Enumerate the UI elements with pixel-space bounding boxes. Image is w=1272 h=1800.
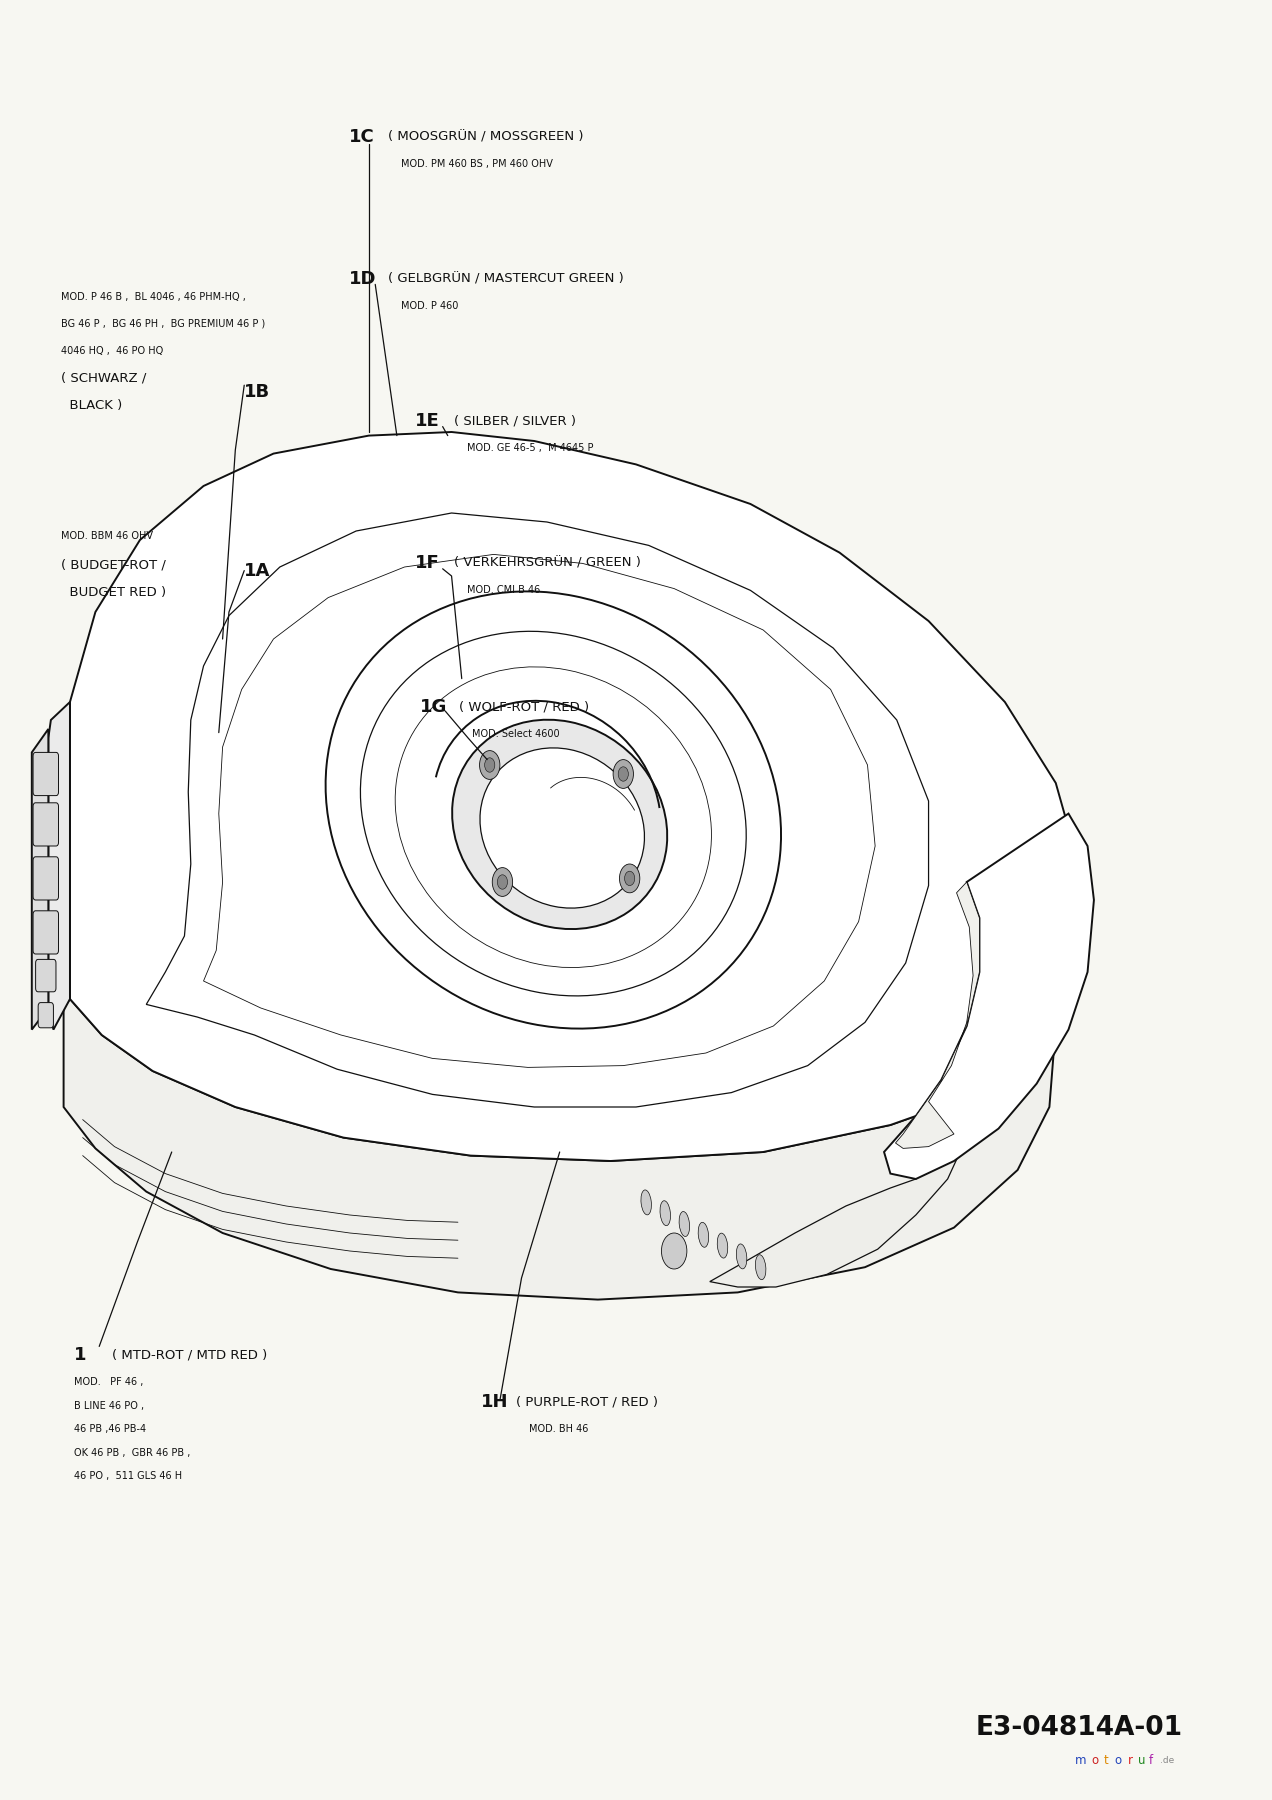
Text: E3-04814A-01: E3-04814A-01 [976,1715,1183,1741]
Text: OK 46 PB ,  GBR 46 PB ,: OK 46 PB , GBR 46 PB , [74,1447,190,1458]
Ellipse shape [736,1244,747,1269]
Ellipse shape [396,666,711,968]
Text: r: r [1128,1753,1133,1768]
FancyBboxPatch shape [33,857,59,900]
Text: ( MTD-ROT / MTD RED ): ( MTD-ROT / MTD RED ) [112,1348,267,1363]
Circle shape [618,767,628,781]
Text: 1: 1 [74,1346,86,1364]
Circle shape [497,875,508,889]
Circle shape [619,864,640,893]
Circle shape [485,758,495,772]
Circle shape [661,1233,687,1269]
Ellipse shape [360,632,747,995]
Text: ( PURPLE-ROT / RED ): ( PURPLE-ROT / RED ) [516,1395,659,1409]
Polygon shape [32,729,48,1030]
FancyBboxPatch shape [38,1003,53,1028]
Polygon shape [70,432,1081,1161]
Text: 1E: 1E [415,412,439,430]
FancyBboxPatch shape [33,803,59,846]
Text: 1H: 1H [481,1393,509,1411]
Text: 1C: 1C [349,128,374,146]
Text: 1B: 1B [244,383,271,401]
Text: BUDGET RED ): BUDGET RED ) [61,585,167,599]
Circle shape [492,868,513,896]
Text: u: u [1138,1753,1146,1768]
Text: BG 46 P ,  BG 46 PH ,  BG PREMIUM 46 P ): BG 46 P , BG 46 PH , BG PREMIUM 46 P ) [61,319,266,329]
Circle shape [625,871,635,886]
Text: MOD. CMI B 46: MOD. CMI B 46 [467,585,541,596]
Polygon shape [48,702,70,1030]
Ellipse shape [641,1190,651,1215]
FancyBboxPatch shape [33,752,59,796]
Text: ( GELBGRÜN / MASTERCUT GREEN ): ( GELBGRÜN / MASTERCUT GREEN ) [388,272,623,286]
Circle shape [480,751,500,779]
Text: BLACK ): BLACK ) [61,398,122,412]
Polygon shape [710,1143,964,1287]
Ellipse shape [698,1222,709,1247]
Circle shape [613,760,633,788]
Text: ( MOOSGRÜN / MOSSGREEN ): ( MOOSGRÜN / MOSSGREEN ) [388,130,584,144]
Text: 1A: 1A [244,562,271,580]
Ellipse shape [756,1255,766,1280]
Text: MOD. BBM 46 OHV: MOD. BBM 46 OHV [61,531,153,542]
Text: MOD. GE 46-5 ,  M 4645 P: MOD. GE 46-5 , M 4645 P [467,443,593,454]
Text: ( VERKEHRSGRÜN / GREEN ): ( VERKEHRSGRÜN / GREEN ) [454,556,641,571]
Ellipse shape [326,592,781,1028]
Ellipse shape [480,747,645,909]
Text: MOD. P 46 B ,  BL 4046 , 46 PHM-HQ ,: MOD. P 46 B , BL 4046 , 46 PHM-HQ , [61,292,245,302]
Text: B LINE 46 PO ,: B LINE 46 PO , [74,1400,144,1411]
FancyBboxPatch shape [33,911,59,954]
Text: ( BUDGET-ROT /: ( BUDGET-ROT / [61,558,165,572]
Text: MOD. P 460: MOD. P 460 [401,301,458,311]
Text: ( SCHWARZ /: ( SCHWARZ / [61,371,146,385]
Text: t: t [1104,1753,1109,1768]
Text: ( WOLF-ROT / RED ): ( WOLF-ROT / RED ) [459,700,589,715]
Text: 1D: 1D [349,270,377,288]
Polygon shape [64,999,1056,1300]
Ellipse shape [717,1233,728,1258]
Text: 4046 HQ ,  46 PO HQ: 4046 HQ , 46 PO HQ [61,346,163,356]
Polygon shape [146,513,929,1107]
Polygon shape [204,554,875,1067]
Text: MOD. Select 4600: MOD. Select 4600 [472,729,560,740]
Text: .de: .de [1160,1757,1174,1764]
Text: 1F: 1F [415,554,439,572]
Ellipse shape [679,1211,689,1237]
Text: 46 PB ,46 PB-4: 46 PB ,46 PB-4 [74,1424,146,1435]
Text: MOD. BH 46: MOD. BH 46 [529,1424,589,1435]
Polygon shape [884,814,1094,1179]
Text: 46 PO ,  511 GLS 46 H: 46 PO , 511 GLS 46 H [74,1471,182,1481]
Text: MOD. PM 460 BS , PM 460 OHV: MOD. PM 460 BS , PM 460 OHV [401,158,552,169]
Ellipse shape [660,1201,670,1226]
Text: o: o [1091,1753,1099,1768]
Text: MOD.   PF 46 ,: MOD. PF 46 , [74,1377,144,1388]
Text: m: m [1075,1753,1086,1768]
Ellipse shape [452,720,668,929]
FancyBboxPatch shape [36,959,56,992]
Text: f: f [1149,1753,1152,1768]
Text: ( SILBER / SILVER ): ( SILBER / SILVER ) [454,414,576,428]
Text: 1G: 1G [420,698,448,716]
Polygon shape [895,882,979,1148]
Text: o: o [1114,1753,1122,1768]
